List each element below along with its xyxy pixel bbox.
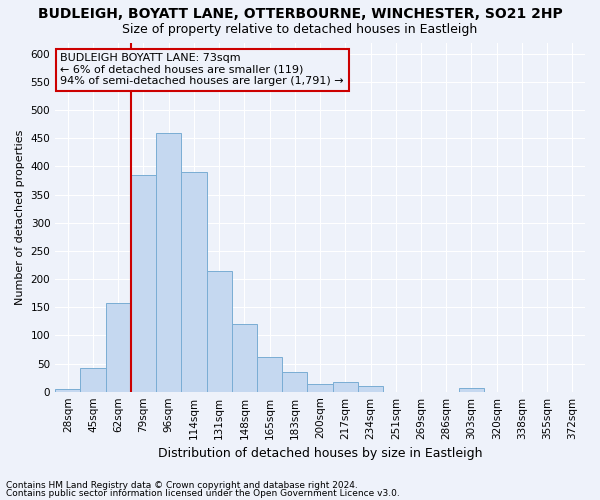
Bar <box>206 270 232 392</box>
Bar <box>181 172 206 392</box>
Text: Size of property relative to detached houses in Eastleigh: Size of property relative to detached ho… <box>122 22 478 36</box>
Bar <box>358 386 383 392</box>
Text: Contains HM Land Registry data © Crown copyright and database right 2024.: Contains HM Land Registry data © Crown c… <box>6 480 358 490</box>
Bar <box>232 324 257 392</box>
Bar <box>156 132 181 392</box>
Bar <box>307 384 332 392</box>
Bar <box>131 175 156 392</box>
Text: BUDLEIGH BOYATT LANE: 73sqm
← 6% of detached houses are smaller (119)
94% of sem: BUDLEIGH BOYATT LANE: 73sqm ← 6% of deta… <box>61 53 344 86</box>
X-axis label: Distribution of detached houses by size in Eastleigh: Distribution of detached houses by size … <box>158 447 482 460</box>
Bar <box>106 302 131 392</box>
Y-axis label: Number of detached properties: Number of detached properties <box>15 130 25 305</box>
Bar <box>55 389 80 392</box>
Bar <box>257 357 282 392</box>
Bar <box>332 382 358 392</box>
Text: BUDLEIGH, BOYATT LANE, OTTERBOURNE, WINCHESTER, SO21 2HP: BUDLEIGH, BOYATT LANE, OTTERBOURNE, WINC… <box>38 8 562 22</box>
Bar <box>459 388 484 392</box>
Text: Contains public sector information licensed under the Open Government Licence v3: Contains public sector information licen… <box>6 489 400 498</box>
Bar <box>282 372 307 392</box>
Bar <box>80 368 106 392</box>
